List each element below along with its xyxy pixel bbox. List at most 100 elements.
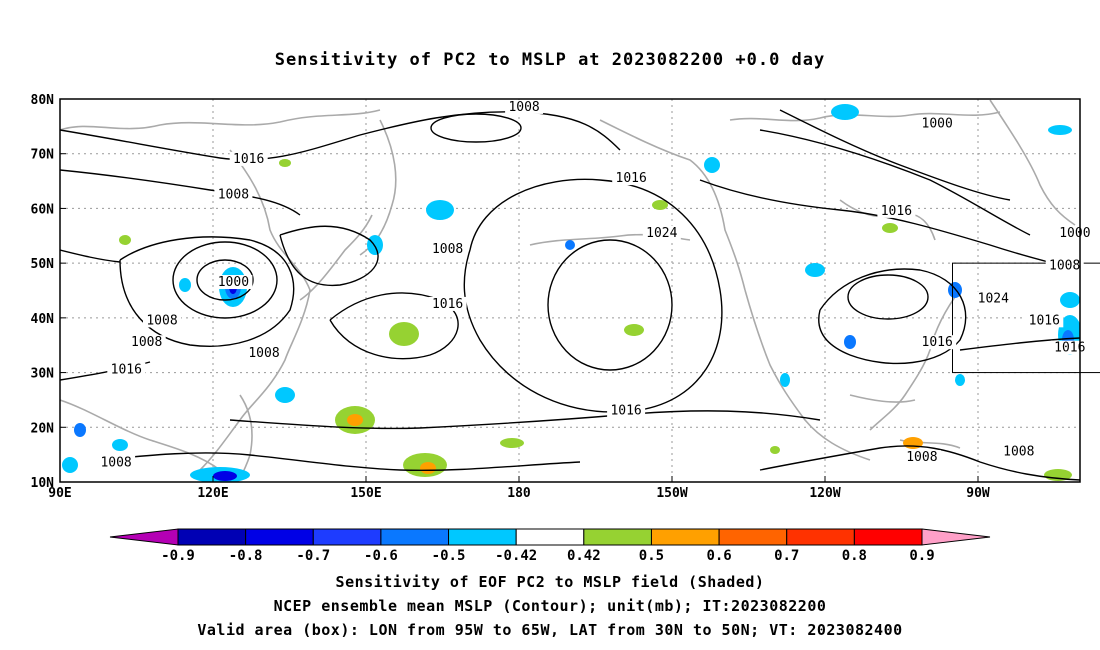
chart-title: Sensitivity of PC2 to MSLP at 2023082200… — [274, 50, 826, 70]
lon-tick-label: 90W — [966, 486, 990, 501]
colorbar-segment — [718, 528, 788, 546]
contour-label-bg — [1025, 313, 1064, 328]
contour-1024-east-high — [847, 274, 929, 320]
shading-patch — [704, 157, 720, 173]
contour-label-bg — [127, 335, 166, 350]
contour-label: 1016 — [432, 297, 463, 312]
contour-label: 1024 — [978, 291, 1009, 306]
lat-tick-label: 40N — [31, 312, 55, 327]
caption-line-3: Valid area (box): LON from 95W to 65W, L… — [197, 621, 903, 639]
contour-1016-lowring — [119, 236, 295, 347]
contour-1016-atlantic — [959, 337, 1080, 351]
contour-label: 1008 — [906, 450, 937, 465]
shading-patch — [347, 414, 363, 426]
caption-line-2: NCEP ensemble mean MSLP (Contour); unit(… — [273, 597, 827, 615]
colorbar-segment — [583, 528, 652, 546]
contour-1016-east — [699, 179, 1080, 271]
contour-label-bg — [107, 362, 146, 377]
contour-label: 1008 — [131, 335, 162, 350]
colorbar-label: -0.8 — [229, 548, 263, 564]
colorbar-label: 0.6 — [706, 548, 731, 564]
contour-1008-arctic — [430, 113, 522, 143]
colorbar-label: 0.8 — [842, 548, 867, 564]
contour-label: 1008 — [100, 456, 131, 471]
contour-label-bg — [877, 203, 916, 218]
colorbar-segment — [853, 528, 923, 546]
shading-patch — [279, 159, 291, 167]
colorbar-segment — [650, 528, 720, 546]
shading-patch — [213, 471, 237, 481]
lat-tick-label: 20N — [31, 421, 55, 436]
contour-1024-high — [547, 239, 673, 371]
lat-tick-label: 10N — [31, 476, 55, 491]
shading-patch — [112, 439, 128, 451]
contour-1008-east — [759, 129, 1031, 236]
lon-tick-label: 150E — [350, 486, 381, 501]
contour-label-bg — [245, 346, 283, 361]
contour-label-bg — [918, 335, 957, 350]
contour-label: 1008 — [248, 346, 279, 361]
colorbar-segment — [245, 528, 314, 546]
colorbar-segment — [515, 528, 585, 546]
contour-label-bg — [229, 151, 268, 166]
contour-label: 1024 — [646, 226, 677, 241]
lat-tick-label: 70N — [31, 148, 55, 163]
lat-tick-label: 50N — [31, 257, 55, 272]
contour-label-bg — [974, 291, 1013, 306]
contour-1016-mid — [329, 292, 459, 360]
coast-alaska — [599, 119, 746, 291]
contour-label: 1008 — [1003, 445, 1034, 460]
contour-label: 1000 — [1059, 226, 1090, 241]
shading-patch — [831, 104, 859, 120]
shading-patch — [652, 200, 668, 210]
colorbar-label: 0.9 — [909, 548, 934, 564]
shading-patch — [62, 457, 78, 473]
contour-label: 1008 — [432, 242, 463, 257]
contour-label: 1016 — [922, 335, 953, 350]
shading-patch — [780, 373, 790, 387]
contour-label: 1008 — [508, 100, 539, 115]
shading-patch — [426, 200, 454, 220]
contour-label: 1016 — [233, 152, 264, 167]
contour-label: 1000 — [218, 275, 249, 290]
contour-label-bg — [918, 116, 957, 131]
shading-patch — [500, 438, 524, 448]
colorbar-high-triangle — [921, 528, 991, 546]
coast-asia-north — [60, 109, 381, 131]
colorbar-segment — [380, 528, 450, 546]
mslp-contours — [60, 109, 1080, 481]
contour-label: 1008 — [1049, 259, 1080, 274]
contour-1008-low — [172, 241, 278, 319]
contour-label-bg — [97, 455, 136, 470]
contour-labels: 1008 1016 1008 1000 1008 1008 1016 1008 1008 1016… — [97, 99, 1094, 471]
axis-ticks: 90E120E150E180150W120W90W60W10N20N30N40N… — [31, 93, 990, 501]
shading-patch — [1060, 292, 1080, 308]
colorbar-label: 0.7 — [774, 548, 799, 564]
contour-label-bg — [428, 296, 467, 311]
contour-1008-caribbean — [759, 445, 1080, 481]
contour-1016-south — [229, 410, 821, 430]
contour-1008-south — [99, 452, 581, 472]
colorbar-segment — [786, 528, 855, 546]
coast-east-asia — [199, 149, 311, 471]
contour-label: 1000 — [922, 116, 953, 131]
shading-patch — [275, 387, 295, 403]
valid-area-box — [952, 262, 1100, 374]
shading-patch — [179, 278, 191, 292]
contour-1008-north — [60, 169, 301, 216]
contour-label-bg — [214, 275, 253, 290]
coast-gulf — [849, 394, 916, 403]
colorbar-label: -0.42 — [495, 548, 537, 564]
colorbar-label: 0.5 — [639, 548, 664, 564]
colorbar-label: 0.42 — [567, 548, 601, 564]
shading-patch — [119, 235, 131, 245]
contour-label-bg — [607, 403, 646, 418]
shading-patch — [565, 240, 575, 250]
contour-label-bg — [1045, 258, 1084, 273]
contour-label-bg — [505, 99, 544, 114]
contour-label: 1016 — [1054, 341, 1085, 356]
contour-label: 1016 — [111, 363, 142, 378]
shading-patch — [955, 374, 965, 386]
contour-label-bg — [428, 242, 467, 257]
contour-label-bg — [214, 187, 253, 202]
